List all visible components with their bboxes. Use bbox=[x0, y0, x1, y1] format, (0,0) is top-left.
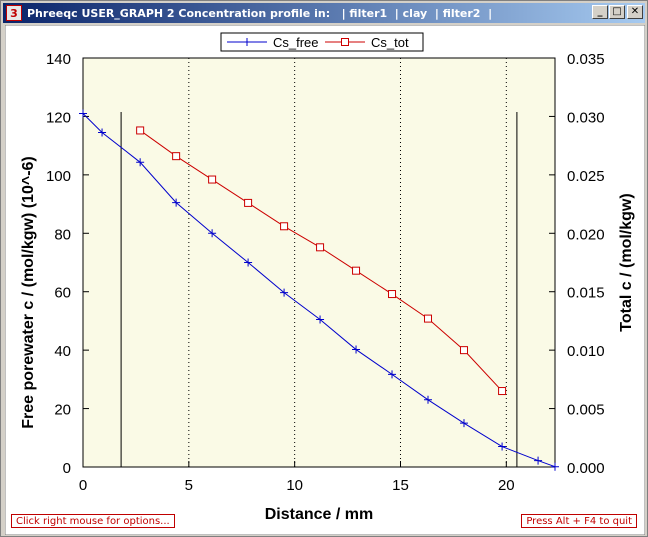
close-button[interactable]: ✕ bbox=[627, 5, 643, 19]
y2-tick-label: 0.015 bbox=[567, 285, 605, 302]
data-point-cs-tot bbox=[244, 198, 253, 207]
legend-label: Cs_tot bbox=[371, 35, 409, 50]
maximize-button[interactable]: □ bbox=[609, 5, 625, 19]
legend-marker bbox=[243, 38, 251, 46]
data-point-cs-free bbox=[498, 442, 507, 451]
data-point-cs-tot bbox=[459, 346, 468, 355]
data-point-cs-tot bbox=[498, 387, 507, 396]
legend-box[interactable] bbox=[220, 32, 424, 52]
data-point-cs-free bbox=[136, 158, 145, 167]
data-point-cs-tot bbox=[352, 266, 361, 275]
y2-tick-label: 0.020 bbox=[567, 226, 605, 243]
y-tick-label: 60 bbox=[54, 285, 71, 302]
data-point-cs-free bbox=[172, 198, 181, 207]
data-point-cs-tot bbox=[316, 243, 325, 252]
y-tick-label: 20 bbox=[54, 402, 71, 419]
x-tick-label: 10 bbox=[286, 477, 303, 494]
options-hint-button[interactable]: Click right mouse for options... bbox=[11, 514, 175, 528]
data-point-cs-tot bbox=[208, 175, 217, 184]
data-point-cs-tot bbox=[388, 290, 397, 299]
x-tick-label: 15 bbox=[392, 477, 409, 494]
y2-tick-label: 0.030 bbox=[567, 109, 605, 126]
x-tick-label: 20 bbox=[498, 477, 515, 494]
data-point-cs-free bbox=[98, 128, 107, 137]
y-tick-label: 80 bbox=[54, 226, 71, 243]
y-tick-label: 120 bbox=[46, 109, 71, 126]
x-tick-label: 5 bbox=[185, 477, 193, 494]
y-tick-label: 140 bbox=[46, 51, 71, 68]
y2-tick-label: 0.010 bbox=[567, 343, 605, 360]
data-point-cs-free bbox=[280, 288, 289, 297]
data-point-cs-free bbox=[316, 315, 325, 324]
data-point-cs-free bbox=[79, 109, 87, 118]
data-point-cs-tot bbox=[424, 314, 433, 323]
y-tick-label: 0 bbox=[63, 460, 71, 477]
y2-tick-label: 0.035 bbox=[567, 51, 605, 68]
title-bar[interactable]: 3 Phreeqc USER_GRAPH 2 Concentration pro… bbox=[3, 3, 645, 23]
y2-tick-label: 0.000 bbox=[567, 460, 605, 477]
data-point-cs-free bbox=[551, 462, 559, 471]
data-point-cs-tot bbox=[172, 152, 181, 161]
data-point-cs-free bbox=[244, 258, 253, 267]
minimize-button[interactable]: _ bbox=[592, 5, 608, 19]
data-point-cs-free bbox=[352, 345, 361, 354]
window-controls: _ □ ✕ bbox=[591, 5, 643, 19]
y2-axis-label: Total c / (mol/kgw) bbox=[618, 193, 635, 331]
app-icon[interactable]: 3 bbox=[6, 5, 22, 21]
plot-background bbox=[83, 58, 555, 467]
data-point-cs-tot bbox=[280, 222, 289, 231]
y-tick-label: 100 bbox=[46, 168, 71, 185]
legend-marker bbox=[341, 38, 349, 46]
y2-tick-label: 0.025 bbox=[567, 168, 605, 185]
x-axis-label: Distance / mm bbox=[265, 506, 373, 523]
quit-hint-button[interactable]: Press Alt + F4 to quit bbox=[521, 514, 637, 528]
plot-area[interactable]: 0 0.000 20 0.005 40 0.010 60 0.015 80 0.020 100 0.0… bbox=[4, 24, 646, 536]
y-axis-label: Free porewater c / (mol/kgw) (10^-6) bbox=[20, 156, 37, 429]
data-point-cs-tot bbox=[136, 126, 145, 135]
window-title: Phreeqc USER_GRAPH 2 Concentration profi… bbox=[27, 6, 493, 20]
data-point-cs-free bbox=[208, 229, 217, 238]
data-point-cs-free bbox=[534, 456, 543, 465]
y2-tick-label: 0.005 bbox=[567, 402, 605, 419]
x-tick-label: 0 bbox=[79, 477, 87, 494]
data-point-cs-free bbox=[388, 370, 397, 379]
data-point-cs-free bbox=[459, 419, 468, 428]
plot-frame bbox=[82, 57, 556, 468]
y-tick-label: 40 bbox=[54, 343, 71, 360]
data-point-cs-free bbox=[424, 395, 433, 404]
legend-label: Cs_free bbox=[273, 35, 319, 50]
